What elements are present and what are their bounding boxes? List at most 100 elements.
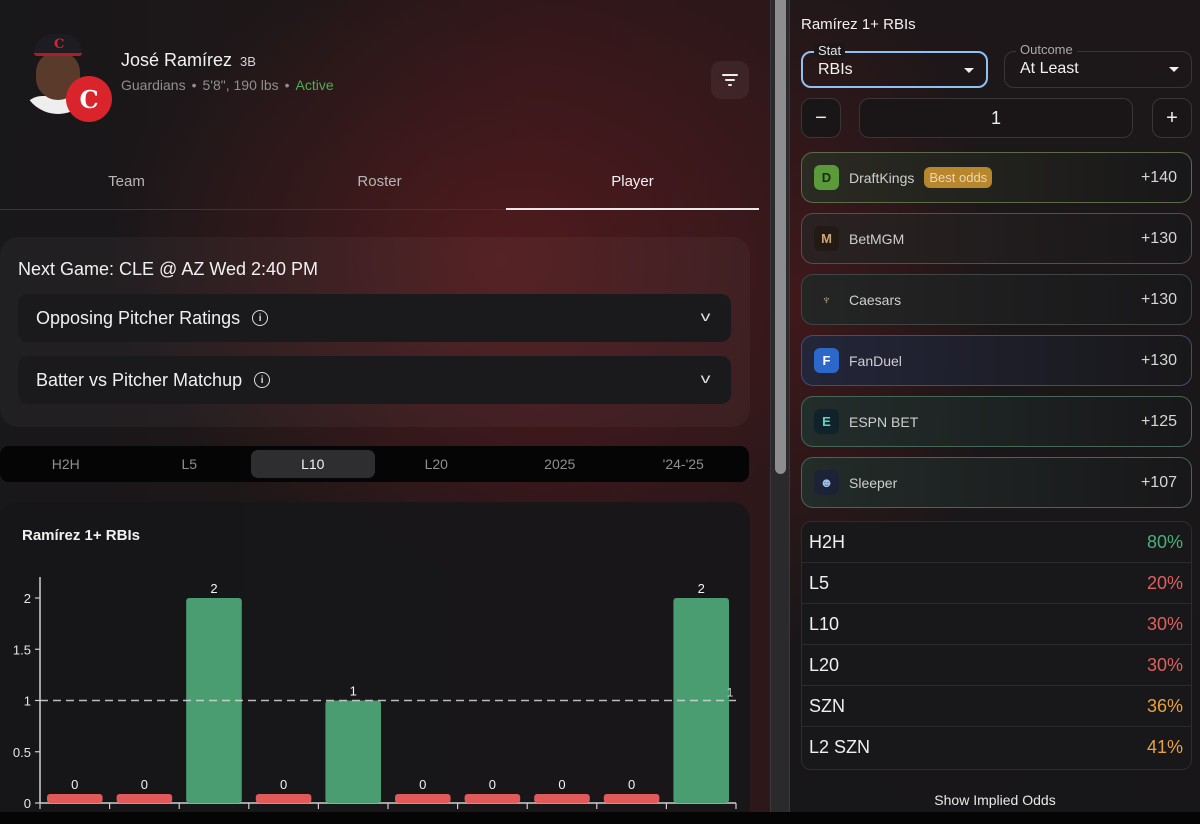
- info-icon[interactable]: i: [252, 310, 269, 326]
- accordion-label: Batter vs Pitcher Matchup: [36, 369, 243, 390]
- tab-roster[interactable]: Roster: [357, 173, 402, 190]
- y-tick-label: 0.5: [13, 745, 31, 760]
- draftkings-logo-icon: D: [814, 165, 839, 190]
- threshold-label: 1: [727, 686, 734, 700]
- separator-dot: •: [191, 77, 197, 93]
- sportsbook-name: Caesars: [849, 291, 902, 308]
- main-tabs: Team Roster Player: [0, 160, 759, 210]
- sportsbook-name: BetMGM: [849, 230, 905, 247]
- hit-rate-label: SZN: [809, 695, 845, 716]
- sleeper-logo-icon: ☻: [814, 470, 839, 495]
- bar-value-label: 0: [71, 777, 78, 792]
- team-logo: C: [66, 76, 112, 122]
- hit-rate-label: L5: [809, 572, 830, 593]
- sportsbook-row-sleeper[interactable]: ☻ Sleeper +107: [801, 457, 1192, 508]
- sportsbook-row-betmgm[interactable]: M BetMGM +130: [801, 213, 1192, 264]
- hit-rate-row: L10 30%: [802, 604, 1191, 645]
- prop-panel: Ramírez 1+ RBIs Stat RBIs Outcome At Lea…: [790, 0, 1200, 824]
- filter-icon-line: [725, 79, 735, 81]
- player-position: 3B: [240, 54, 256, 69]
- caret-down-icon: [1169, 67, 1179, 72]
- range-l20[interactable]: L20: [424, 456, 448, 472]
- sportsbook-odds: +130: [1140, 229, 1177, 247]
- separator-dot: •: [284, 77, 290, 93]
- opposing-pitcher-ratings-accordion[interactable]: Opposing Pitcher Ratings i v: [18, 294, 731, 342]
- range-h2h[interactable]: H2H: [51, 456, 80, 472]
- hit-rate-value: 30%: [1146, 654, 1183, 675]
- range-2025[interactable]: 2025: [544, 456, 576, 472]
- hit-rate-label: H2H: [809, 531, 846, 552]
- range-l5[interactable]: L5: [181, 456, 198, 472]
- bar[interactable]: [325, 700, 381, 804]
- bar[interactable]: [116, 794, 173, 803]
- scrollbar-thumb[interactable]: [775, 0, 786, 474]
- line-value-input[interactable]: 1: [859, 98, 1133, 138]
- sportsbook-row-espn-bet[interactable]: E ESPN BET +125: [801, 396, 1192, 447]
- scrollbar[interactable]: [770, 0, 790, 824]
- player-physical: 5'8", 190 lbs: [202, 77, 279, 93]
- bar[interactable]: [47, 794, 103, 803]
- bar-value-label: 0: [419, 777, 426, 792]
- bar[interactable]: [534, 794, 590, 803]
- cap-logo: C: [54, 37, 65, 52]
- best-odds-badge: Best odds: [924, 167, 993, 188]
- hit-rate-row: L2 SZN 41%: [802, 727, 1191, 768]
- y-tick-label: 2: [24, 591, 31, 606]
- sportsbook-row-draftkings[interactable]: D DraftKings Best odds +140: [801, 152, 1192, 203]
- chart-title: Ramírez 1+ RBIs: [22, 527, 140, 544]
- outcome-select-value: At Least: [1020, 60, 1079, 77]
- bottom-edge: [0, 812, 1200, 824]
- hit-rate-value: 30%: [1146, 613, 1183, 634]
- bar[interactable]: [673, 598, 729, 803]
- sportsbook-name: Sleeper: [849, 474, 898, 491]
- stat-select[interactable]: Stat RBIs: [801, 43, 988, 88]
- bar[interactable]: [255, 794, 312, 803]
- sportsbook-row-fanduel[interactable]: F FanDuel +130: [801, 335, 1192, 386]
- player-team: Guardians: [121, 77, 186, 93]
- bar[interactable]: [603, 794, 660, 803]
- player-name: José Ramírez: [121, 50, 233, 70]
- sportsbook-odds: +140: [1140, 168, 1177, 186]
- sportsbook-row-caesars[interactable]: ♆ Caesars +130: [801, 274, 1192, 325]
- y-tick-label: 0: [24, 796, 31, 811]
- chevron-down-icon: v: [700, 370, 711, 386]
- batter-vs-pitcher-accordion[interactable]: Batter vs Pitcher Matchup i v: [18, 356, 731, 404]
- range-l10[interactable]: L10: [251, 450, 375, 478]
- hit-rate-row: L5 20%: [802, 563, 1191, 604]
- hit-rate-value: 36%: [1146, 695, 1183, 716]
- caret-down-icon: [964, 68, 974, 73]
- next-game-card: Next Game: CLE @ AZ Wed 2:40 PM Opposing…: [0, 237, 750, 427]
- bar-value-label: 0: [141, 777, 148, 792]
- hit-rate-label: L10: [809, 613, 840, 634]
- sportsbook-name: FanDuel: [849, 352, 902, 369]
- next-game-title: Next Game: CLE @ AZ Wed 2:40 PM: [18, 259, 319, 279]
- player-avatar: C C: [20, 22, 112, 122]
- tab-player[interactable]: Player: [506, 160, 759, 210]
- increment-button[interactable]: +: [1152, 98, 1192, 138]
- info-icon[interactable]: i: [254, 372, 271, 388]
- bar[interactable]: [464, 794, 521, 803]
- stat-select-label: Stat: [814, 43, 846, 58]
- hit-rate-value: 80%: [1146, 531, 1183, 552]
- sportsbook-odds: +125: [1140, 412, 1177, 430]
- player-status: Active: [295, 77, 334, 93]
- hit-rate-value: 20%: [1146, 572, 1183, 593]
- bar-value-label: 0: [280, 777, 287, 792]
- sportsbook-odds: +130: [1140, 290, 1177, 308]
- decrement-button[interactable]: −: [801, 98, 841, 138]
- filter-button[interactable]: [711, 61, 749, 99]
- hit-rate-row: SZN 36%: [802, 686, 1191, 727]
- hit-rate-table: H2H 80% L5 20% L10 30% L20 30% SZN 36% L2 SZN 41%: [801, 521, 1192, 770]
- player-panel: C C José Ramírez 3B Guardians • 5'8", 190 l…: [0, 0, 770, 824]
- range-24-25[interactable]: '24-'25: [662, 456, 704, 472]
- espn-bet-logo-icon: E: [814, 409, 839, 434]
- hit-rate-label: L20: [809, 654, 840, 675]
- outcome-select[interactable]: Outcome At Least: [1004, 42, 1192, 88]
- filter-icon-line: [728, 84, 732, 86]
- stat-select-value: RBIs: [818, 61, 853, 78]
- bar[interactable]: [395, 794, 451, 803]
- bar-value-label: 0: [628, 777, 635, 792]
- show-implied-odds-button[interactable]: Show Implied Odds: [934, 792, 1056, 808]
- tab-team[interactable]: Team: [108, 173, 145, 190]
- y-tick-label: 1: [24, 694, 31, 709]
